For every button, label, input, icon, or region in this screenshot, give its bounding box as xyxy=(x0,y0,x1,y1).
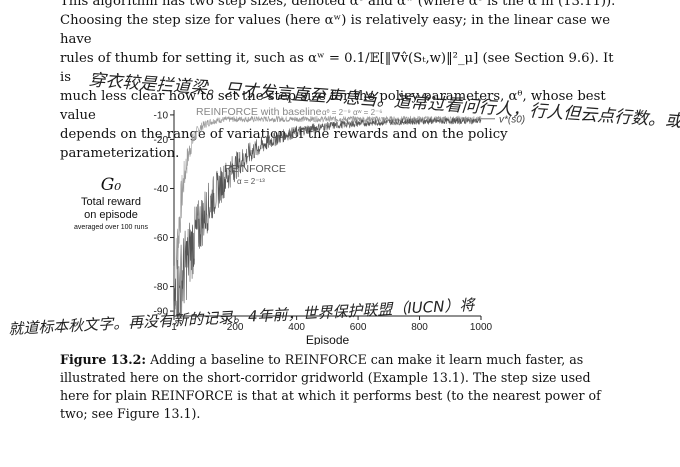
y-tick-label: -40 xyxy=(154,184,169,195)
y-label-line-4: averaged over 100 runs xyxy=(74,224,148,231)
chart-labels: v*(s0) REINFORCE with baseline αᶿ = 2⁻⁹ αʷ… xyxy=(74,106,525,345)
x-tick-label: 600 xyxy=(350,322,367,333)
x-tick-label: 400 xyxy=(288,322,305,333)
paragraph-line-2: Choosing the step size for values (here … xyxy=(60,13,611,47)
series-params-baseline: αᶿ = 2⁻⁹ αʷ = 2⁻⁶ xyxy=(322,108,383,117)
series-line-reinforce xyxy=(173,117,482,317)
series-params-reinforce: α = 2⁻¹³ xyxy=(237,177,265,186)
x-tick-label: 800 xyxy=(411,322,428,333)
y-label-line-2: Total reward xyxy=(81,196,141,208)
y-tick-label: -10 xyxy=(154,110,169,121)
caption-text: Adding a baseline to REINFORCE can make … xyxy=(60,352,601,421)
series-line-reinforce-baseline xyxy=(173,115,482,317)
series-name-reinforce: REINFORCE xyxy=(224,163,286,175)
body-paragraph: This algorithm has two step sizes, denot… xyxy=(60,0,620,163)
learning-curve-chart: 1 200 400 600 800 1000 -10 -20 -40 -60 -80 -90 v*(s… xyxy=(74,106,525,345)
chart-ticks: 1 200 400 600 800 1000 -10 -20 -40 -60 -80 -90 xyxy=(154,110,493,333)
paragraph-line-3: rules of thumb for setting it, such as α… xyxy=(60,51,614,85)
caption-label: Figure 13.2: xyxy=(60,352,147,367)
x-tick-label: 1000 xyxy=(470,322,493,333)
chart-curves xyxy=(173,115,495,317)
x-axis-label: Episode xyxy=(306,333,350,345)
chart-axes xyxy=(173,110,481,317)
paragraph-line-1: This algorithm has two step sizes, denot… xyxy=(60,0,616,9)
y-label-line-3: on episode xyxy=(84,209,138,221)
y-tick-label: -60 xyxy=(154,233,169,244)
y-tick-label: -80 xyxy=(154,282,169,293)
figure-caption: Figure 13.2: Adding a baseline to REINFO… xyxy=(60,351,620,423)
y-tick-label: -20 xyxy=(154,135,169,146)
reference-label: v*(s0) xyxy=(499,114,525,125)
x-tick-label: 200 xyxy=(227,322,244,333)
x-tick-label: 1 xyxy=(171,322,177,333)
paragraph-line-4: much less clear how to set the step size… xyxy=(60,89,606,123)
y-tick-label: -90 xyxy=(154,307,169,318)
y-label-symbol: G₀ xyxy=(101,175,122,195)
series-name-baseline: REINFORCE with baseline xyxy=(196,106,322,118)
